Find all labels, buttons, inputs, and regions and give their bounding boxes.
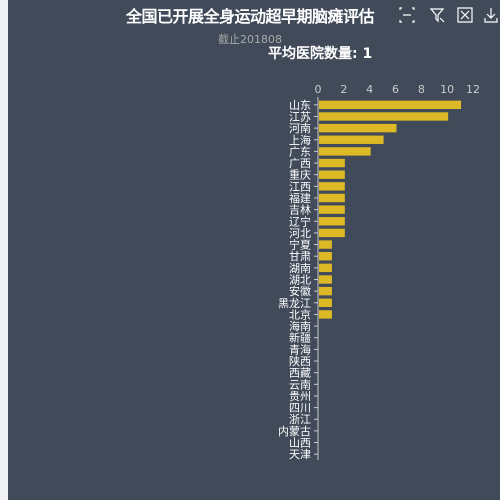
bar xyxy=(319,240,332,249)
y-tick-label: 西藏 xyxy=(289,367,311,380)
x-tick-label: 8 xyxy=(418,83,425,96)
bar xyxy=(319,123,397,133)
y-tick-label: 新疆 xyxy=(289,331,311,345)
y-tick-label: 湖南 xyxy=(289,262,311,275)
average-label: 平均医院数量: 1 xyxy=(268,46,373,62)
y-tick-label: 湖北 xyxy=(289,274,311,287)
y-tick-label: 浙江 xyxy=(289,413,311,426)
y-tick-label: 贵州 xyxy=(289,390,311,403)
y-tick-label: 宁夏 xyxy=(289,238,311,252)
y-tick-label: 广西 xyxy=(289,157,311,170)
y-tick-label: 山东 xyxy=(289,99,311,112)
bar xyxy=(319,263,332,273)
bar xyxy=(319,205,345,214)
bar xyxy=(319,170,345,179)
bar xyxy=(319,182,345,191)
chart-title: 全国已开展全身运动超早期脑瘫评估 xyxy=(125,7,375,26)
y-tick-label: 山西 xyxy=(289,437,311,450)
y-tick-label: 内蒙古 xyxy=(278,424,311,438)
toolbox xyxy=(398,6,500,26)
y-tick-label: 福建 xyxy=(289,191,311,205)
bar xyxy=(319,252,332,261)
zoom-reset-icon[interactable] xyxy=(428,6,446,24)
y-tick-label: 吉林 xyxy=(289,203,311,217)
bar xyxy=(319,286,332,296)
bar xyxy=(319,112,449,121)
chart-subtitle: 截止201808 xyxy=(218,33,282,46)
y-tick-label: 上海 xyxy=(289,133,311,147)
bar xyxy=(319,193,345,203)
y-tick-label: 陕西 xyxy=(289,354,311,368)
download-icon[interactable] xyxy=(482,6,500,24)
x-tick-label: 2 xyxy=(340,83,347,96)
bar xyxy=(319,298,332,307)
bar xyxy=(319,158,345,168)
y-tick-label: 辽宁 xyxy=(289,214,311,228)
y-tick-label: 北京 xyxy=(289,307,311,321)
bar xyxy=(319,228,345,238)
y-tick-label: 广东 xyxy=(289,145,311,158)
y-tick-label: 甘肃 xyxy=(289,250,311,263)
bar xyxy=(319,275,332,284)
y-tick-label: 海南 xyxy=(289,319,311,333)
bar xyxy=(319,147,371,156)
y-tick-label: 云南 xyxy=(289,378,311,391)
y-tick-label: 四川 xyxy=(289,402,311,415)
x-tick-label: 6 xyxy=(392,83,399,96)
y-tick-label: 江苏 xyxy=(289,110,311,123)
bar xyxy=(319,217,345,226)
y-tick-label: 河南 xyxy=(289,122,311,135)
bar xyxy=(319,135,384,144)
restore-icon[interactable] xyxy=(456,6,474,24)
x-tick-label: 10 xyxy=(440,83,454,96)
x-tick-label: 4 xyxy=(366,83,373,96)
chart-background xyxy=(8,0,500,500)
bar xyxy=(319,100,462,110)
bar xyxy=(319,310,332,319)
y-tick-label: 天津 xyxy=(289,448,311,461)
y-tick-label: 江西 xyxy=(289,180,311,193)
y-tick-label: 安徽 xyxy=(289,284,311,298)
y-tick-label: 重庆 xyxy=(289,168,311,182)
y-tick-label: 青海 xyxy=(289,342,311,356)
y-tick-label: 河北 xyxy=(289,227,311,240)
y-tick-label: 黑龙江 xyxy=(278,297,311,310)
x-tick-label: 12 xyxy=(466,83,480,96)
x-tick-label: 0 xyxy=(315,83,322,96)
zoom-icon[interactable] xyxy=(398,6,416,24)
